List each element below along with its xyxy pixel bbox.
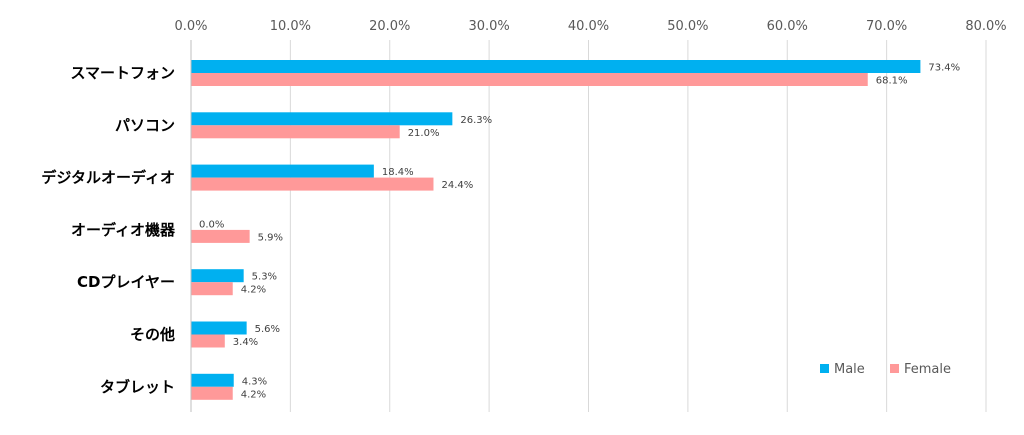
bar-female <box>191 282 233 296</box>
data-label: 21.0% <box>408 128 440 139</box>
data-label: 26.3% <box>460 115 492 126</box>
x-tick-label: 10.0% <box>270 19 311 34</box>
x-tick-label: 0.0% <box>174 19 207 34</box>
data-label: 4.3% <box>242 376 267 387</box>
bar-male <box>191 60 921 73</box>
x-tick-label: 80.0% <box>965 19 1006 34</box>
data-label: 4.2% <box>241 285 266 296</box>
bar-male <box>191 269 244 283</box>
x-tick-label: 50.0% <box>667 19 708 34</box>
data-label: 18.4% <box>382 167 414 178</box>
bar-female <box>191 177 434 191</box>
data-label: 73.4% <box>928 63 960 74</box>
bar-female <box>191 125 400 139</box>
bar-male <box>191 373 234 387</box>
bar-male <box>191 321 247 335</box>
bar-female <box>191 386 233 400</box>
bar-female <box>191 334 225 348</box>
category-label: タブレット <box>100 378 175 396</box>
data-label: 4.2% <box>241 389 266 400</box>
x-tick-label: 60.0% <box>767 19 808 34</box>
bar-male <box>191 164 374 178</box>
category-label: スマートフォン <box>70 64 175 82</box>
data-label: 24.4% <box>441 180 473 191</box>
x-tick-label: 20.0% <box>369 19 410 34</box>
legend-item-male: Male <box>820 362 865 377</box>
data-label: 5.6% <box>255 324 280 335</box>
legend-swatch <box>890 364 899 373</box>
legend-label: Male <box>834 362 865 377</box>
legend-label: Female <box>904 362 951 377</box>
data-label: 5.9% <box>258 232 283 243</box>
bar-male <box>191 112 453 126</box>
category-label: CDプレイヤー <box>77 273 175 291</box>
data-label: 5.3% <box>252 272 277 283</box>
category-label: パソコン <box>115 116 175 134</box>
data-label: 0.0% <box>199 219 224 230</box>
legend-item-female: Female <box>890 362 951 377</box>
data-label: 3.4% <box>233 337 258 348</box>
category-label: その他 <box>130 326 175 344</box>
category-label: デジタルオーディオ <box>41 169 175 187</box>
bar-female <box>191 73 868 86</box>
bar-female <box>191 229 250 243</box>
category-label: オーディオ機器 <box>71 221 176 239</box>
legend-swatch <box>820 364 829 373</box>
data-label: 68.1% <box>876 76 908 87</box>
x-tick-label: 40.0% <box>568 19 609 34</box>
x-tick-label: 30.0% <box>468 19 509 34</box>
x-tick-label: 70.0% <box>866 19 907 34</box>
